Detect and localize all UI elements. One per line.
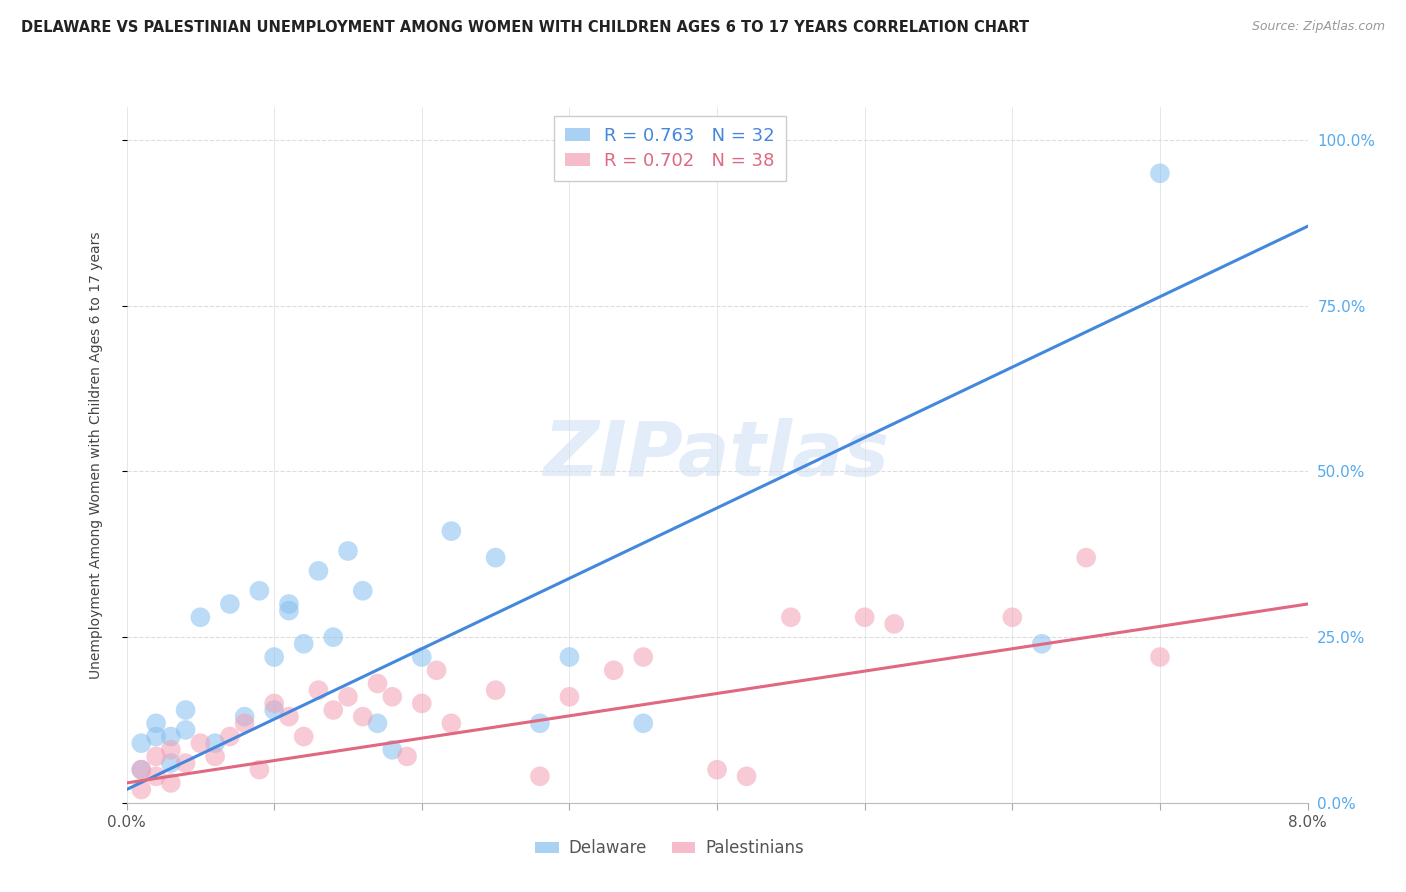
Point [735,769,758,783]
Point [160,743,183,757]
Point [129,763,153,777]
Point [219,597,242,611]
Point [292,730,315,744]
Point [188,610,211,624]
Point [396,749,419,764]
Point [440,716,463,731]
Point [247,583,270,598]
Point [129,782,153,797]
Point [706,763,728,777]
Point [145,730,167,744]
Point [558,650,581,665]
Point [322,630,344,644]
Point [204,736,226,750]
Point [853,610,876,624]
Point [292,637,315,651]
Point [366,676,388,690]
Point [411,697,433,711]
Point [381,690,404,704]
Point [558,690,581,704]
Point [160,730,183,744]
Point [307,564,329,578]
Point [352,709,374,723]
Point [529,716,551,731]
Point [366,716,388,731]
Point [352,583,374,598]
Point [145,716,167,731]
Point [233,716,256,731]
Point [145,769,167,783]
Point [440,524,463,538]
Point [322,703,344,717]
Point [160,756,183,770]
Point [337,690,360,704]
Point [278,604,301,618]
Point [278,597,301,611]
Point [1076,550,1098,565]
Point [337,544,360,558]
Point [145,749,167,764]
Point [883,616,905,631]
Point [529,769,551,783]
Point [219,730,242,744]
Text: ZIPatlas: ZIPatlas [544,418,890,491]
Point [188,736,211,750]
Legend: Delaware, Palestinians: Delaware, Palestinians [529,833,811,864]
Point [381,743,404,757]
Y-axis label: Unemployment Among Women with Children Ages 6 to 17 years: Unemployment Among Women with Children A… [89,231,103,679]
Point [129,736,153,750]
Point [263,697,285,711]
Point [484,550,508,565]
Point [174,756,197,770]
Point [779,610,801,624]
Point [1149,650,1171,665]
Point [278,709,301,723]
Point [129,763,153,777]
Point [1001,610,1024,624]
Point [411,650,433,665]
Point [247,763,270,777]
Point [425,663,447,677]
Point [233,709,256,723]
Point [1149,166,1171,180]
Point [1031,637,1053,651]
Point [307,683,329,698]
Point [174,723,197,737]
Text: DELAWARE VS PALESTINIAN UNEMPLOYMENT AMONG WOMEN WITH CHILDREN AGES 6 TO 17 YEAR: DELAWARE VS PALESTINIAN UNEMPLOYMENT AMO… [21,20,1029,35]
Point [160,776,183,790]
Point [263,650,285,665]
Point [484,683,508,698]
Point [204,749,226,764]
Point [174,703,197,717]
Point [263,703,285,717]
Point [603,663,626,677]
Text: Source: ZipAtlas.com: Source: ZipAtlas.com [1251,20,1385,33]
Point [633,650,655,665]
Point [633,716,655,731]
